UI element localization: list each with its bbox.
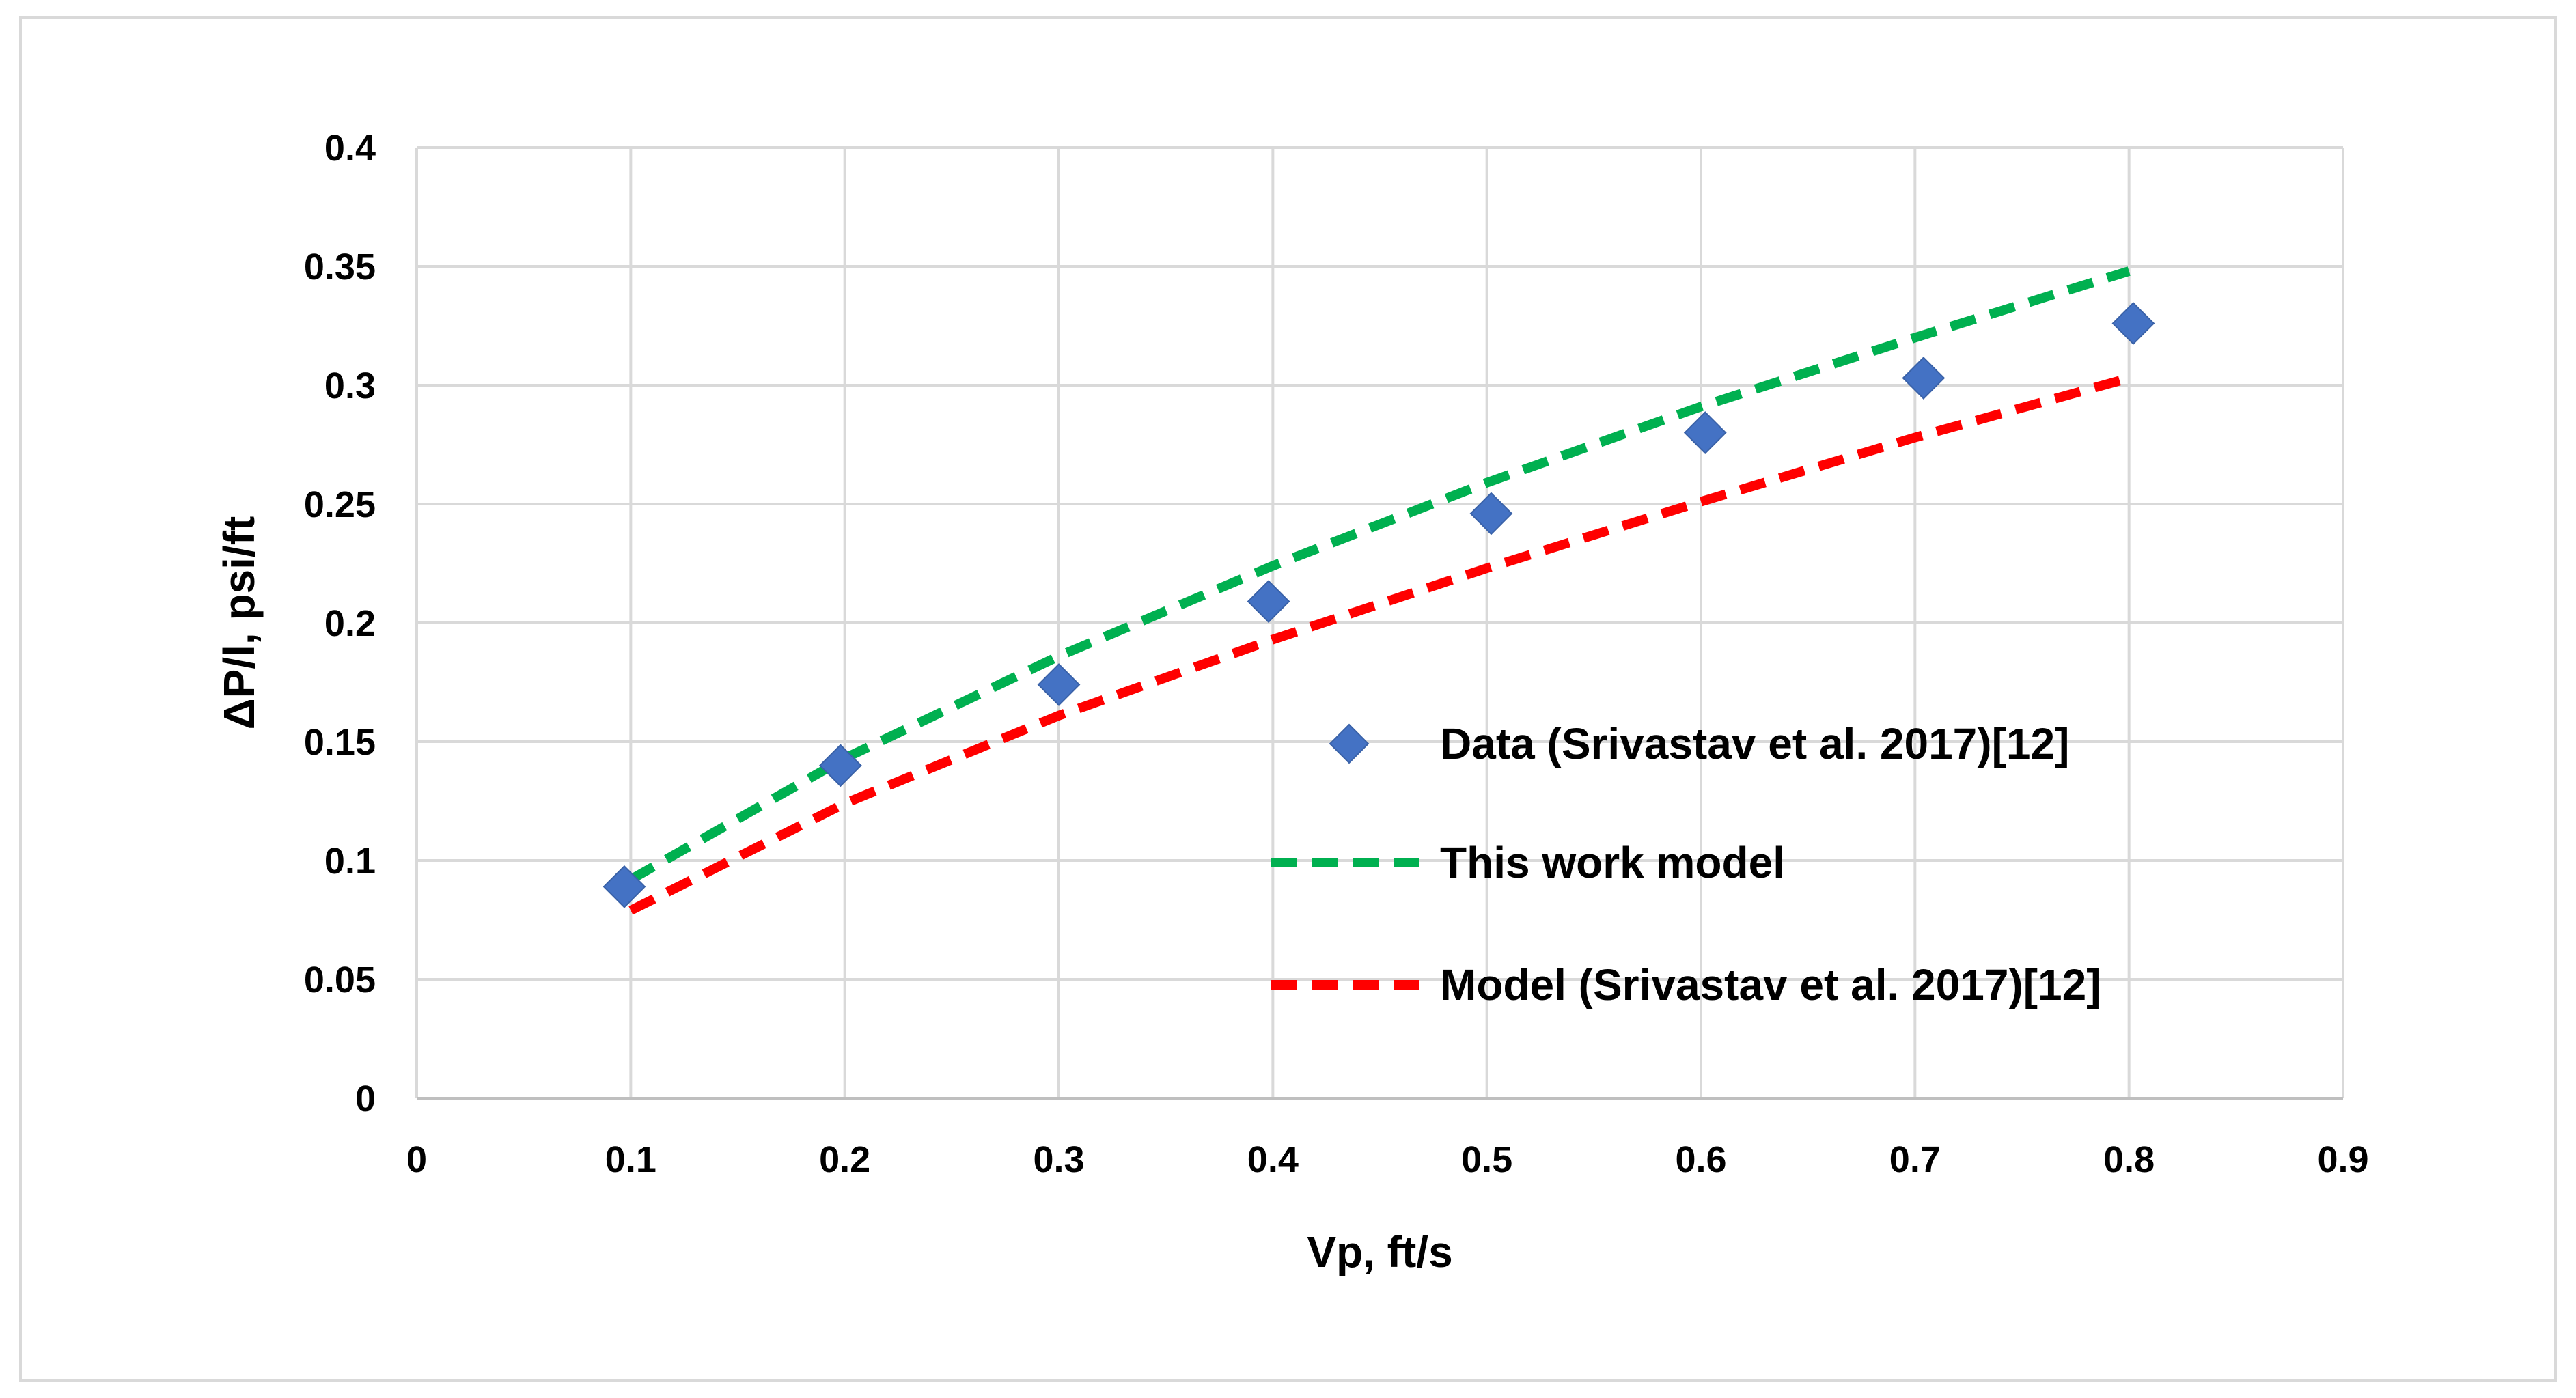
legend-label-0: Data (Srivastav et al. 2017)[12] — [1440, 719, 2069, 768]
y-axis-title: ΔP/l, psi/ft — [214, 516, 264, 730]
legend-label-2: Model (Srivastav et al. 2017)[12] — [1440, 960, 2101, 1009]
series-layer — [603, 266, 2155, 915]
x-tick-label: 0 — [406, 1139, 427, 1180]
x-tick-label: 0.8 — [2103, 1139, 2155, 1180]
data-point-marker — [1247, 580, 1290, 624]
x-tick-label: 0.4 — [1247, 1139, 1299, 1180]
y-tick-label: 0.1 — [324, 841, 376, 882]
axis-layer: 0 0.05 0.1 0.15 0.2 0.25 0.3 0.35 0.4 0 0.1 0.2 0.3 0… — [304, 128, 2369, 1180]
legend-layer: Data (Srivastav et al. 2017)[12] This wor… — [1271, 719, 2101, 1009]
data-point-marker — [603, 865, 646, 908]
data-point-marker — [818, 744, 862, 787]
data-point-marker — [1683, 411, 1727, 455]
y-tick-label: 0.4 — [324, 128, 376, 169]
y-tick-label: 0.15 — [304, 722, 376, 763]
y-tick-label: 0.2 — [324, 603, 376, 644]
x-tick-label: 0.1 — [605, 1139, 656, 1180]
legend-marker-0 — [1329, 723, 1370, 764]
x-tick-label: 0.2 — [819, 1139, 870, 1180]
y-tick-label: 0 — [355, 1078, 376, 1119]
x-tick-label: 0.9 — [2317, 1139, 2368, 1180]
x-tick-label: 0.5 — [1461, 1139, 1512, 1180]
series-line-1 — [628, 266, 2131, 884]
data-point-marker — [1469, 492, 1513, 535]
legend-label-1: This work model — [1440, 838, 1785, 887]
y-tick-label: 0.3 — [324, 365, 376, 406]
chart-border — [19, 16, 2557, 1382]
y-tick-label: 0.05 — [304, 960, 376, 1001]
grid-layer — [415, 146, 2344, 1098]
y-tick-label: 0.35 — [304, 247, 376, 288]
x-tick-label: 0.3 — [1033, 1139, 1084, 1180]
x-axis-title: Vp, ft/s — [1307, 1227, 1452, 1276]
y-tick-label: 0.25 — [304, 484, 376, 525]
data-point-marker — [1902, 357, 1945, 400]
series-line-2 — [628, 373, 2131, 915]
x-tick-label: 0.7 — [1889, 1139, 1941, 1180]
data-point-marker — [2111, 302, 2155, 345]
x-tick-label: 0.6 — [1675, 1139, 1726, 1180]
data-point-marker — [1037, 663, 1081, 706]
